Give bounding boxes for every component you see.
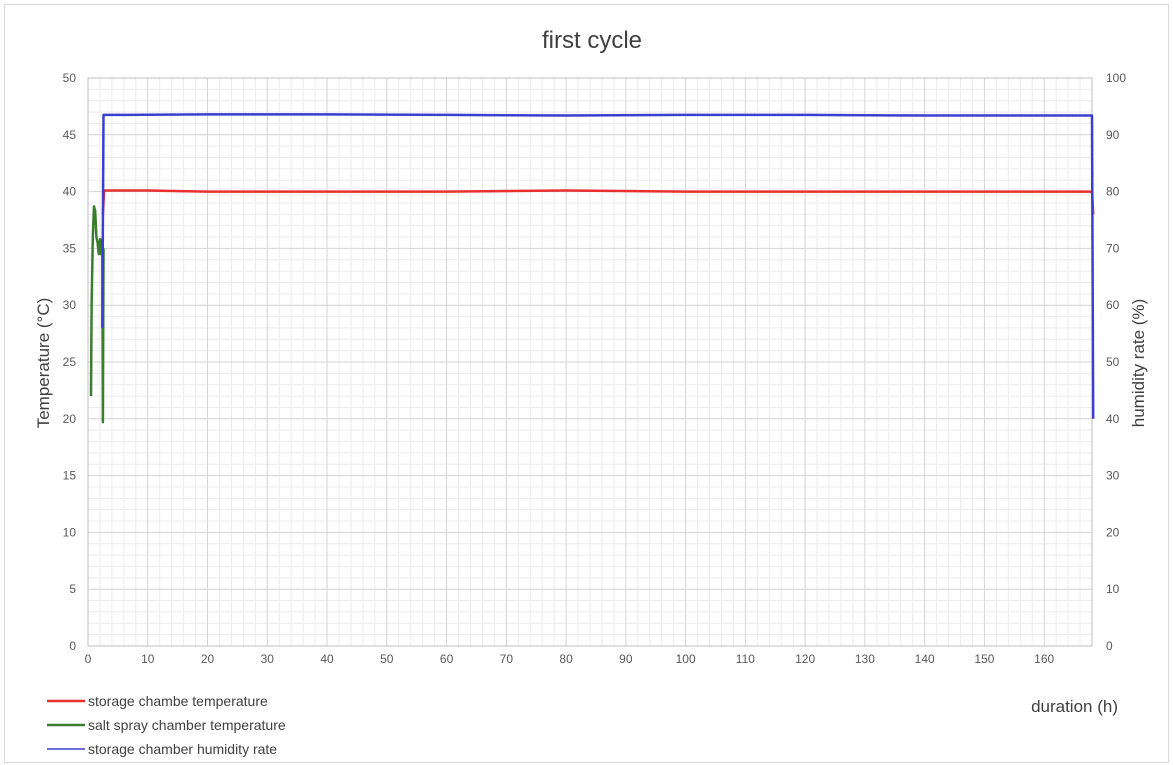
x-tick-label: 160: [1034, 652, 1054, 666]
x-tick-label: 150: [974, 652, 994, 666]
y2-axis-title: humidity rate (%): [1129, 299, 1148, 427]
y-tick-label: 10: [63, 525, 77, 539]
legend-label-storage-temperature: storage chambe temperature: [88, 693, 268, 709]
y-tick-label: 15: [63, 469, 77, 483]
y2-tick-label: 10: [1106, 582, 1120, 596]
y-tick-label: 35: [63, 241, 77, 255]
x-tick-label: 20: [201, 652, 215, 666]
series-line-2: [101, 113, 1095, 419]
x-tick-label: 100: [676, 652, 696, 666]
y-tick-label: 25: [63, 355, 77, 369]
x-tick-label: 70: [500, 652, 514, 666]
x-tick-label: 130: [855, 652, 875, 666]
x-tick-label: 10: [141, 652, 155, 666]
ticks-layer: 0 10 20 30 40 50 60 70 80 90 100 110 120 130 140 150 160…: [63, 71, 1127, 666]
chart: 0 10 20 30 40 50 60 70 80 90 100 110 120 130 140 150 160…: [34, 27, 1148, 757]
y-axis-title: Temperature (°C): [34, 298, 53, 429]
y-tick-label: 5: [69, 582, 76, 596]
x-tick-label: 90: [619, 652, 633, 666]
chart-frame: 0 10 20 30 40 50 60 70 80 90 100 110 120 130 140 150 160…: [4, 4, 1169, 763]
y-tick-label: 40: [63, 185, 77, 199]
series-line-0: [101, 189, 1095, 215]
x-tick-label: 0: [85, 652, 92, 666]
x-tick-label: 120: [795, 652, 815, 666]
legend-label-storage-humidity: storage chamber humidity rate: [88, 741, 277, 757]
x-tick-label: 80: [559, 652, 573, 666]
y-tick-label: 30: [63, 298, 77, 312]
y2-tick-label: 70: [1106, 241, 1120, 255]
x-tick-label: 110: [736, 652, 755, 666]
x-tick-label: 50: [380, 652, 394, 666]
y2-tick-label: 40: [1106, 412, 1120, 426]
y2-tick-label: 60: [1106, 298, 1120, 312]
x-tick-label: 30: [261, 652, 275, 666]
x-tick-label: 60: [440, 652, 454, 666]
series-layer: [89, 113, 1095, 424]
y2-tick-label: 20: [1106, 525, 1120, 539]
x-tick-label: 140: [915, 652, 935, 666]
y2-tick-label: 80: [1106, 185, 1120, 199]
x-tick-label: 40: [320, 652, 334, 666]
legend: storage chambe temperature salt spray ch…: [47, 693, 286, 757]
y2-tick-label: 50: [1106, 355, 1120, 369]
y-tick-label: 45: [63, 128, 77, 142]
x-axis-title: duration (h): [1031, 697, 1118, 716]
y2-tick-label: 30: [1106, 469, 1120, 483]
y2-tick-label: 0: [1106, 639, 1113, 653]
y-tick-label: 0: [69, 639, 76, 653]
y-tick-label: 20: [63, 412, 77, 426]
legend-label-salt-spray-temperature: salt spray chamber temperature: [88, 717, 286, 733]
chart-title: first cycle: [542, 27, 642, 54]
y-tick-label: 50: [63, 71, 77, 85]
y2-tick-label: 100: [1106, 71, 1126, 85]
y2-tick-label: 90: [1106, 128, 1120, 142]
